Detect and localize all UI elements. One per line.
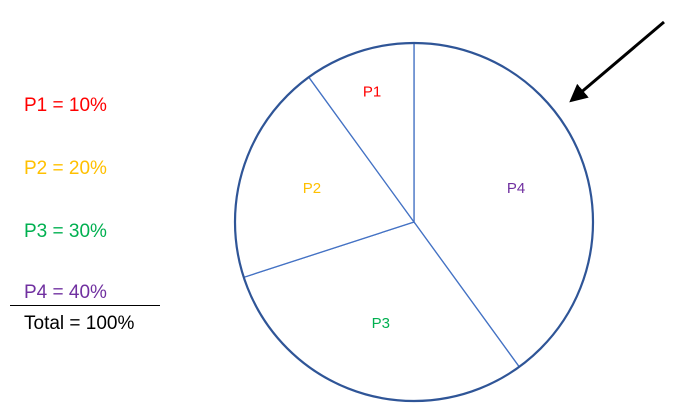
- legend-p1: P1 = 10%: [24, 95, 107, 116]
- slice-label-p2: P2: [303, 180, 321, 197]
- slice-label-p1: P1: [363, 84, 381, 101]
- slice-labels: P4 P3 P2 P1: [303, 84, 526, 333]
- pointer-arrow: [569, 20, 665, 103]
- slice-label-p3: P3: [372, 315, 390, 332]
- pie-outline: [233, 41, 595, 403]
- pie-slices: [234, 42, 594, 402]
- slice-label-p4: P4: [507, 180, 525, 197]
- total-label: Total = 100%: [24, 313, 135, 334]
- sum-rule: [10, 305, 160, 306]
- legend-p4: P4 = 40%: [24, 282, 107, 303]
- legend-p2: P2 = 20%: [24, 158, 107, 179]
- legend-p3: P3 = 30%: [24, 221, 107, 242]
